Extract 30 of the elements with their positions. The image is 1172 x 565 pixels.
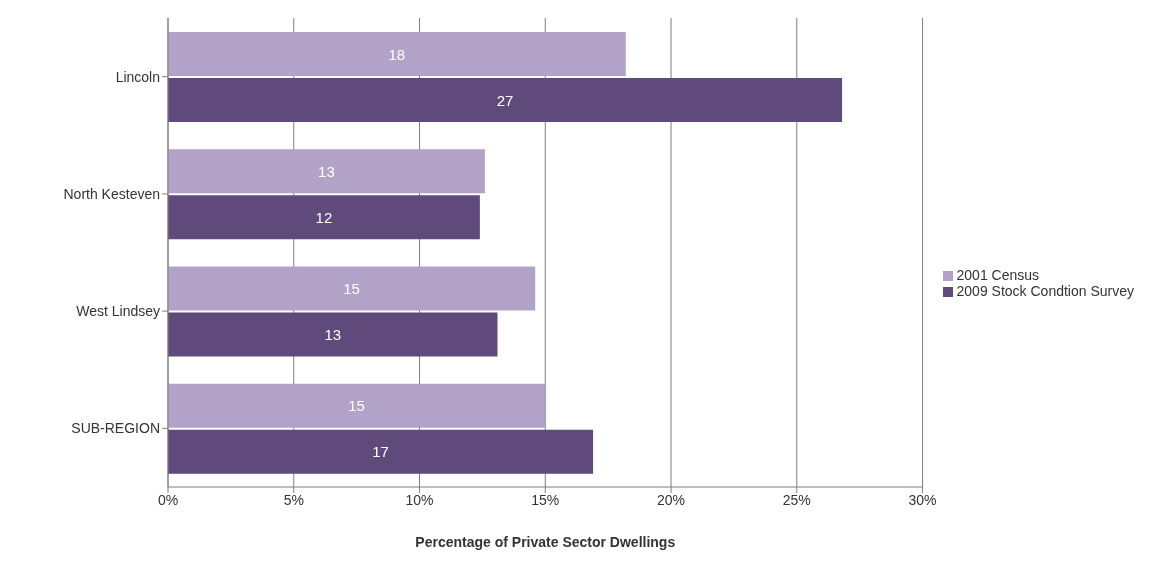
x-tick-label: 10% (405, 491, 434, 508)
bar (168, 195, 480, 240)
y-tick-label: SUB-REGION (71, 420, 160, 437)
x-tick-label: 30% (908, 491, 937, 508)
bar (168, 429, 594, 474)
bar (168, 149, 485, 194)
x-tick-label: 5% (283, 491, 304, 508)
bar (168, 78, 843, 123)
x-tick-label: 20% (657, 491, 686, 508)
data-label: 18 (388, 45, 406, 63)
data-label: 13 (318, 162, 335, 180)
x-axis-title: Percentage of Private Sector Dwellings (415, 534, 676, 550)
bar (168, 266, 536, 311)
legend-label: 2009 Stock Condtion Survey (956, 282, 1134, 299)
x-tick-label: 25% (782, 491, 811, 508)
y-tick-label: Lincoln (115, 68, 160, 85)
data-label: 27 (496, 91, 514, 109)
bar (168, 32, 626, 77)
data-label: 13 (324, 326, 342, 344)
data-label: 17 (372, 443, 389, 461)
data-label: 15 (343, 280, 360, 298)
x-tick-label: 15% (531, 491, 560, 508)
data-label: 12 (315, 208, 333, 226)
x-tick-label: 0% (157, 491, 179, 508)
data-label: 15 (348, 397, 365, 415)
bar (168, 312, 498, 357)
legend-label: 2001 Census (956, 266, 1040, 283)
y-tick-label: West Lindsey (76, 303, 160, 320)
y-tick-label: North Kesteven (63, 185, 160, 202)
bar (168, 383, 546, 428)
